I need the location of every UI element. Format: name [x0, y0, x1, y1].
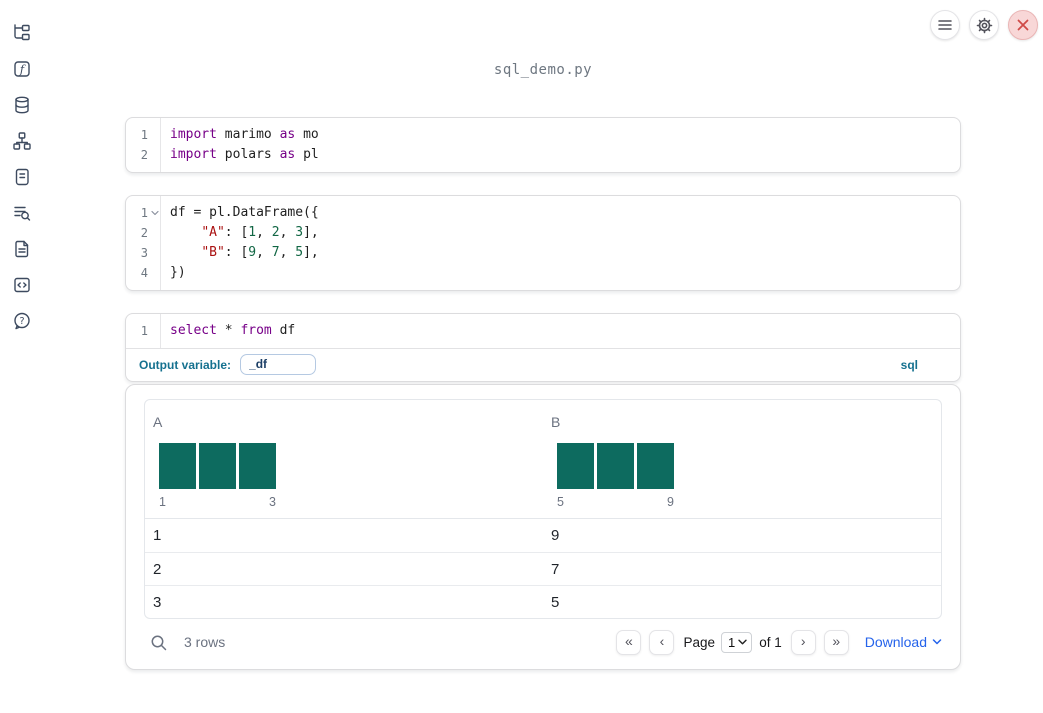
line-number: 1	[140, 324, 148, 338]
hamburger-icon	[938, 19, 952, 31]
sql-cell: 1 select * from df Output variable: sql	[125, 313, 961, 382]
prev-page-button[interactable]: ‹	[649, 629, 675, 655]
line-number: 4	[140, 266, 148, 280]
table-cell: 3	[153, 593, 162, 611]
output-variable-bar: Output variable: sql	[126, 349, 960, 381]
code-line: })	[170, 265, 186, 280]
line-number: 3	[140, 246, 148, 260]
code-line: select * from df	[170, 323, 296, 338]
histogram-bar	[557, 443, 594, 489]
line-number-gutter: 1	[126, 314, 161, 348]
gear-icon	[976, 17, 993, 34]
dependency-graph-icon[interactable]	[10, 129, 34, 153]
column-name[interactable]: B	[551, 414, 561, 430]
download-button[interactable]: Download	[865, 634, 942, 650]
page-select[interactable]: 1	[720, 631, 753, 653]
search-button[interactable]	[150, 634, 167, 651]
table-cell: 2	[153, 560, 162, 578]
functions-icon[interactable]: f	[10, 57, 34, 81]
download-label: Download	[864, 634, 927, 650]
language-badge: sql	[900, 357, 918, 372]
close-button[interactable]	[1008, 10, 1038, 40]
first-page-button[interactable]: «	[616, 629, 642, 655]
line-number-gutter: 1 2 3 4	[126, 196, 161, 290]
histogram-bar	[597, 443, 634, 489]
row-count: 3 rows	[184, 634, 226, 650]
histogram-bar	[199, 443, 236, 489]
code-line: import polars as pl	[170, 147, 319, 162]
next-page-button[interactable]: ›	[790, 629, 816, 655]
topbar-controls	[930, 10, 1038, 40]
code-line: "A": [1, 2, 3],	[201, 225, 319, 240]
code-editor[interactable]: import marimo as mo import polars as pl	[161, 118, 960, 172]
documentation-icon[interactable]	[10, 237, 34, 261]
histogram-bar	[159, 443, 196, 489]
table-cell: 7	[551, 560, 560, 578]
first-page-icon: «	[625, 633, 633, 649]
table-cell: 9	[551, 527, 560, 544]
column-name[interactable]: A	[153, 414, 163, 430]
chevron-down-icon	[932, 639, 942, 645]
histogram-bar	[239, 443, 276, 489]
prev-page-icon: ‹	[659, 633, 665, 649]
close-icon	[1017, 19, 1029, 31]
code-line: df = pl.DataFrame({	[170, 205, 319, 220]
last-page-button[interactable]: »	[823, 629, 849, 655]
fold-chevron-icon[interactable]	[151, 203, 159, 223]
notebook-filename[interactable]: sql_demo.py	[493, 62, 593, 78]
column-histogram[interactable]	[159, 443, 535, 489]
sidebar: f ?	[0, 0, 44, 713]
sql-editor[interactable]: select * from df	[161, 314, 960, 348]
next-page-icon: ›	[800, 633, 806, 649]
output-variable-label: Output variable:	[139, 357, 232, 372]
line-number: 2	[140, 148, 148, 162]
search-icon	[150, 634, 167, 651]
code-editor[interactable]: df = pl.DataFrame({ "A": [1, 2, 3], "B":…	[161, 196, 960, 290]
page-select-value: 1	[727, 634, 736, 650]
file-explorer-icon[interactable]	[10, 21, 34, 45]
page-label: Page	[683, 634, 715, 650]
line-number: 1	[140, 128, 148, 142]
help-icon[interactable]: ?	[10, 309, 34, 333]
datasources-icon[interactable]	[10, 93, 34, 117]
table-cell: 5	[551, 593, 560, 611]
code-line: "B": [9, 7, 5],	[201, 245, 319, 260]
table-cell: 1	[153, 527, 162, 544]
logs-icon[interactable]	[10, 201, 34, 225]
last-page-icon: »	[832, 633, 841, 649]
settings-button[interactable]	[969, 10, 999, 40]
svg-text:?: ?	[19, 316, 24, 327]
page-of-label: of 1	[759, 634, 782, 650]
table-footer: 3 rows « ‹ Page 1 of 1 › » Download	[144, 625, 942, 659]
line-number: 2	[140, 226, 148, 240]
svg-text:f: f	[19, 62, 26, 76]
chevron-down-icon	[738, 639, 747, 645]
output-variable-input[interactable]	[240, 354, 317, 375]
snippets-icon[interactable]	[10, 273, 34, 297]
menu-button[interactable]	[930, 10, 960, 40]
outline-icon[interactable]	[10, 165, 34, 189]
code-line: import marimo as mo	[170, 127, 319, 142]
line-number: 1	[126, 203, 160, 223]
column-histogram[interactable]	[557, 443, 933, 489]
histogram-bar	[637, 443, 674, 489]
code-cell-dataframe: 1 2 3 4 df = pl.DataFrame({ "A": [1, 2, 3],…	[125, 195, 961, 291]
